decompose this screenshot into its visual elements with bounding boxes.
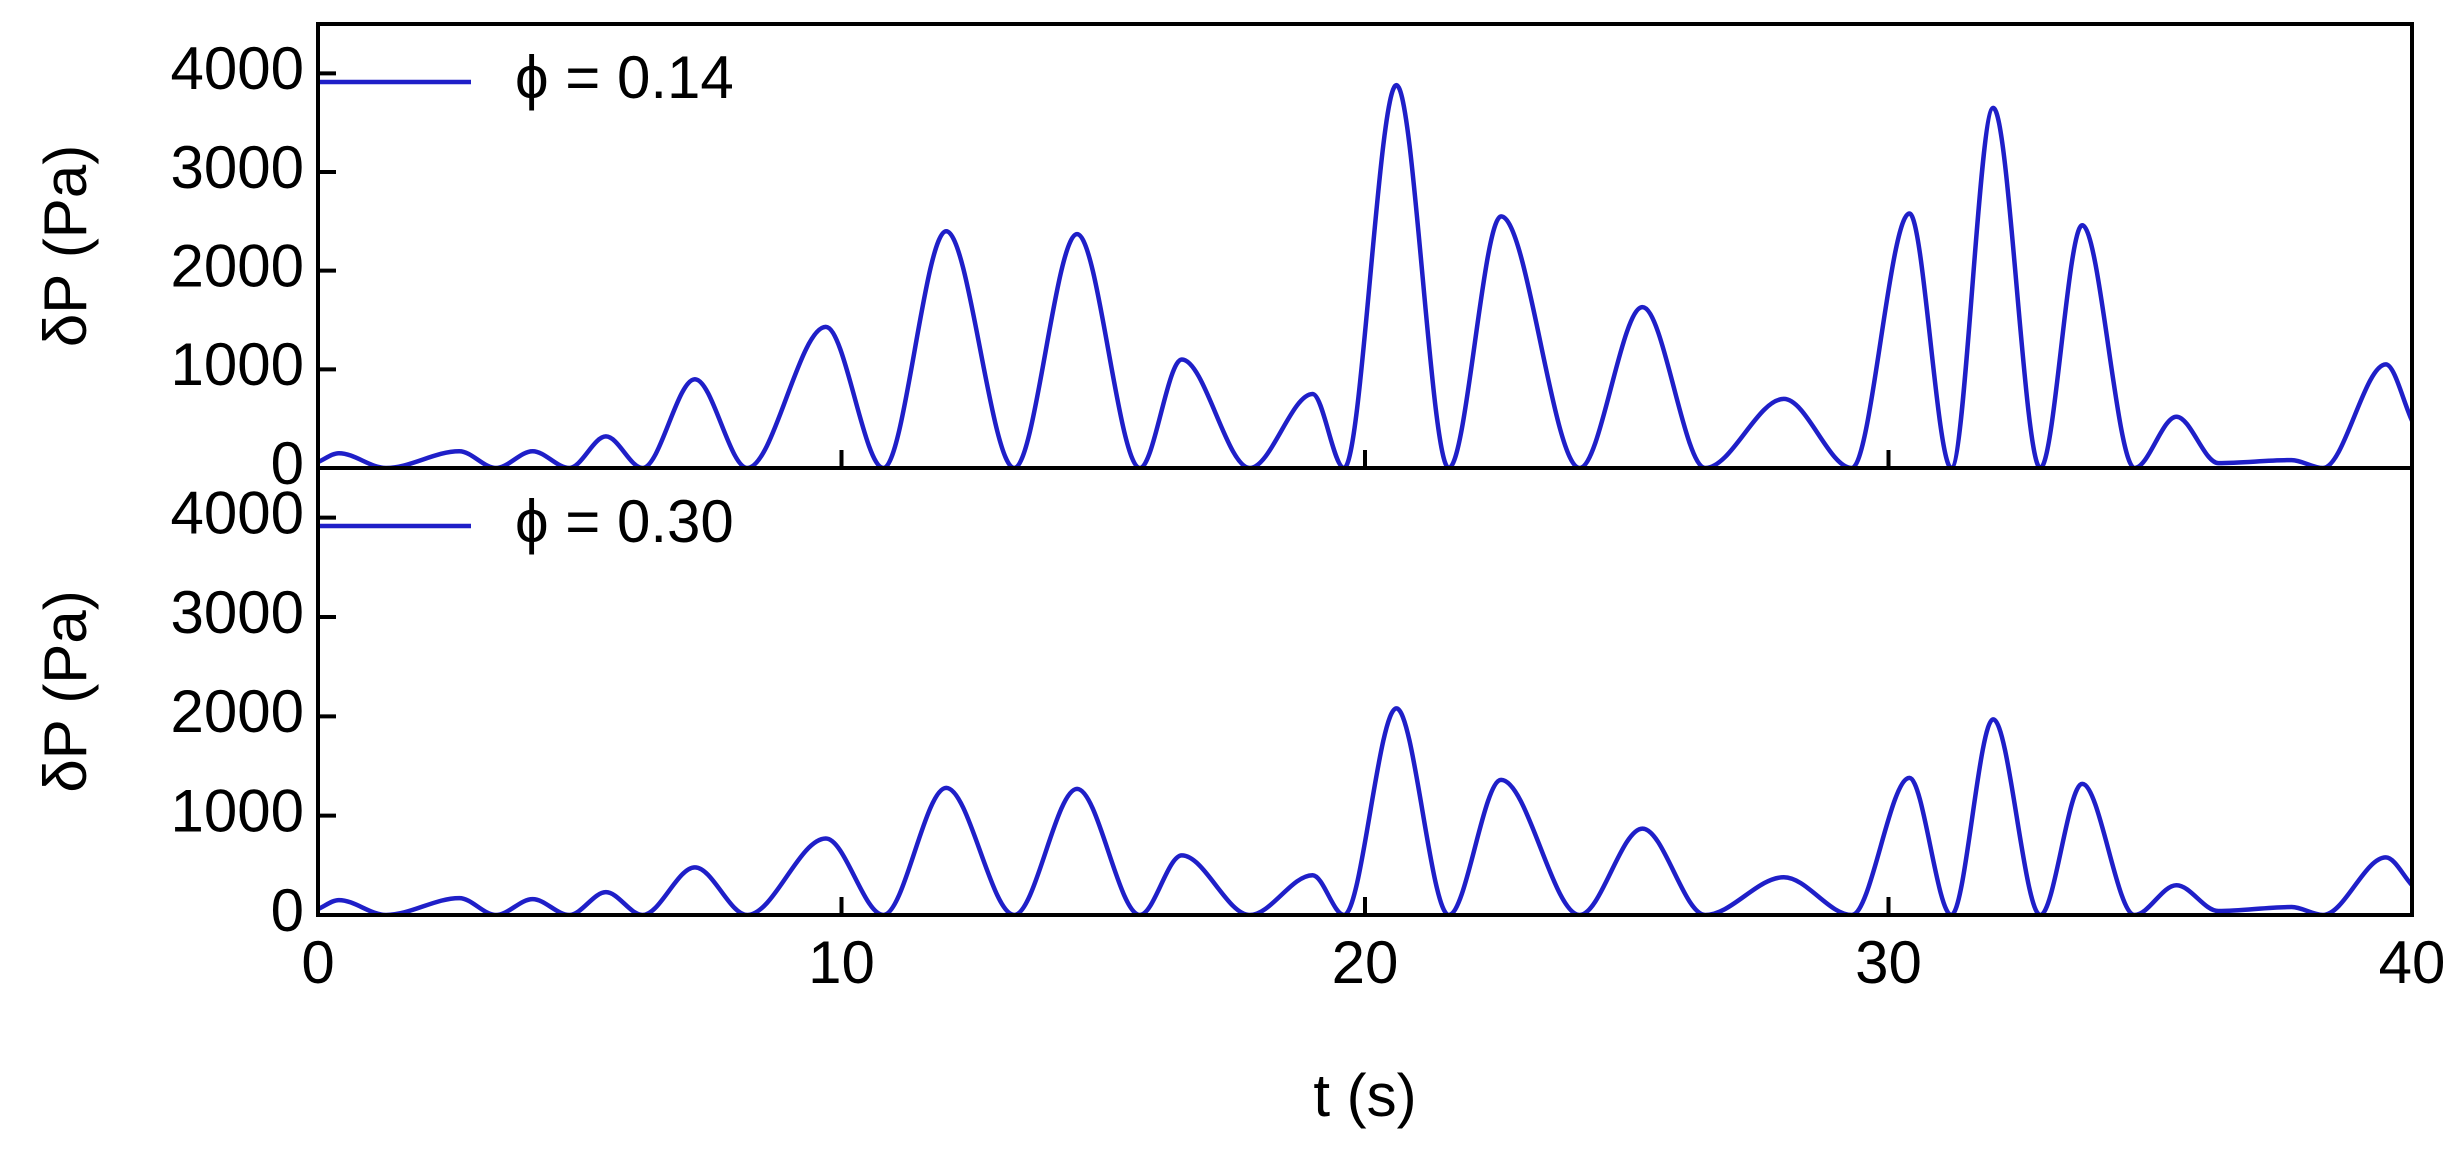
y-axis-label: δP (Pa) bbox=[32, 590, 99, 792]
y-tick-label: 4000 bbox=[171, 480, 304, 547]
y-tick-label: 0 bbox=[271, 430, 304, 497]
data-line bbox=[318, 82, 2412, 468]
y-axis-label: δP (Pa) bbox=[32, 145, 99, 347]
y-tick-label: 2000 bbox=[171, 678, 304, 745]
y-tick-label: 3000 bbox=[171, 134, 304, 201]
y-tick-label: 1000 bbox=[171, 778, 304, 845]
y-tick-label: 1000 bbox=[171, 331, 304, 398]
y-tick-label: 2000 bbox=[171, 233, 304, 300]
x-tick-label: 30 bbox=[1855, 929, 1922, 996]
legend-label: ϕ = 0.30 bbox=[515, 488, 734, 555]
x-tick-label: 0 bbox=[301, 929, 334, 996]
x-tick-label: 10 bbox=[808, 929, 875, 996]
x-tick-label: 40 bbox=[2379, 929, 2446, 996]
plot-frame bbox=[316, 466, 2414, 917]
y-tick-label: 3000 bbox=[171, 579, 304, 646]
y-tick-label: 4000 bbox=[171, 35, 304, 102]
legend-label: ϕ = 0.14 bbox=[515, 44, 734, 111]
x-axis-label: t (s) bbox=[1313, 1062, 1416, 1129]
y-tick-label: 0 bbox=[271, 877, 304, 944]
x-tick-label: 20 bbox=[1332, 929, 1399, 996]
data-line bbox=[318, 706, 2412, 915]
